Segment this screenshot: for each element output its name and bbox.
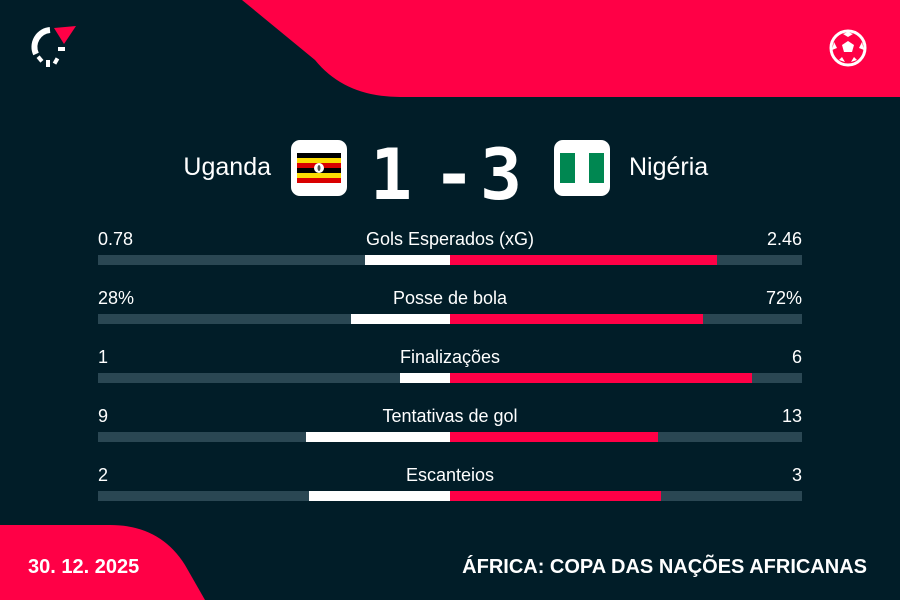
away-stat-value: 3 (791, 465, 802, 485)
stat-row: 9 Tentativas de gol 13 (98, 405, 802, 445)
stat-bar-track (98, 314, 802, 324)
stat-label: Tentativas de gol (382, 406, 518, 426)
away-stat-value: 2.46 (766, 229, 802, 249)
stat-row: 0.78 Gols Esperados (xG) 2.46 (98, 228, 802, 268)
match-date: 30. 12. 2025 (28, 556, 140, 578)
home-stat-value: 1 (98, 347, 109, 367)
stat-bar-track (98, 373, 802, 383)
home-stat-bar (351, 314, 450, 324)
home-stat-bar (399, 373, 450, 383)
bottom-red-shape (0, 525, 205, 600)
home-stat-bar (306, 432, 450, 442)
home-stat-value: 0.78 (98, 229, 134, 249)
away-stat-bar (450, 373, 752, 383)
stat-bar-track (98, 432, 802, 442)
home-stat-bar (309, 491, 450, 501)
home-stat-bar (365, 255, 450, 265)
stat-bar-track (98, 255, 802, 265)
stat-row: 28% Posse de bola 72% (98, 287, 802, 327)
away-stat-bar (450, 491, 662, 501)
score-separator: - (433, 134, 476, 216)
away-stat-bar (450, 314, 704, 324)
stat-label: Gols Esperados (xG) (365, 229, 535, 249)
home-score: 1 (370, 134, 413, 216)
stat-label: Escanteios (405, 465, 495, 485)
stat-label: Posse de bola (392, 288, 508, 308)
home-stat-value: 9 (98, 406, 109, 426)
away-stat-value: 13 (781, 406, 802, 426)
home-stat-value: 28% (98, 288, 135, 308)
soccer-ball-icon (829, 29, 867, 67)
home-team-name[interactable]: Uganda (183, 153, 271, 181)
away-team-name[interactable]: Nigéria (629, 153, 709, 181)
stat-bar-track (98, 491, 802, 501)
competition-name[interactable]: ÁFRICA: COPA DAS NAÇÕES AFRICANAS (462, 556, 867, 578)
stat-row: 2 Escanteios 3 (98, 464, 802, 504)
stat-label: Finalizações (399, 347, 501, 367)
top-red-shape (242, 0, 900, 97)
away-stat-value: 6 (791, 347, 802, 367)
away-stat-bar (450, 255, 718, 265)
away-score: 3 (480, 134, 523, 216)
uganda-flag-icon (291, 140, 347, 196)
home-stat-value: 2 (98, 465, 109, 485)
flashscore-logo-icon (31, 26, 76, 67)
away-stat-value: 72% (765, 288, 802, 308)
nigeria-flag-icon (554, 140, 610, 196)
away-stat-bar (450, 432, 658, 442)
stat-row: 1 Finalizações 6 (98, 346, 802, 386)
scoreboard: Uganda 1 - 3 Nigéria (0, 134, 900, 216)
